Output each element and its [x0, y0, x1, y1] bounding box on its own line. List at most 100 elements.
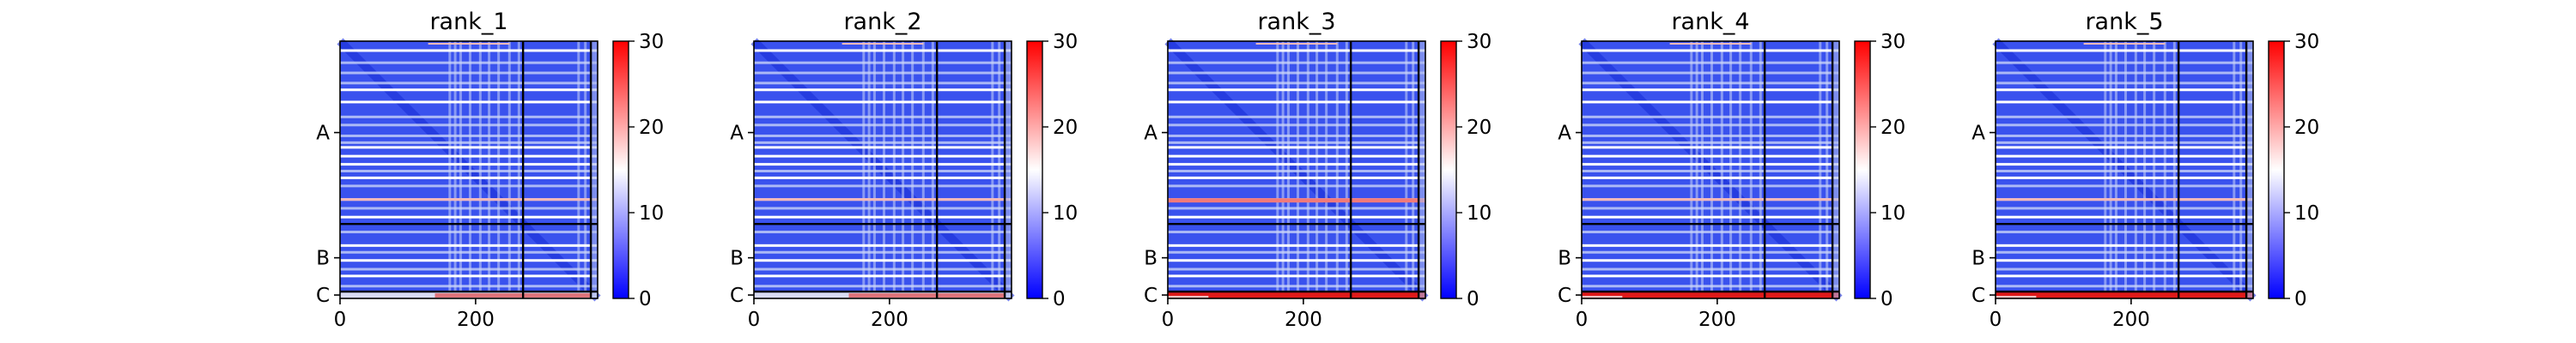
heatmap-row-band	[1168, 250, 1425, 254]
heatmap-row-band	[1582, 184, 1839, 188]
heatmap-top-band	[1255, 43, 1338, 45]
y-chain-label: B	[1971, 248, 1985, 270]
heatmap-row-band	[340, 61, 598, 64]
panel-title: rank_1	[429, 9, 507, 35]
y-chain-label: A	[1144, 123, 1157, 145]
x-tick-label: 200	[457, 309, 495, 331]
heatmap-row-band	[754, 170, 1012, 172]
panel-title: rank_2	[843, 9, 921, 35]
heatmap-row-band	[1996, 215, 2253, 219]
colorbar-tick-label: 0	[1053, 288, 1066, 310]
heatmap-top-band	[428, 43, 510, 45]
heatmap-row-band	[1582, 115, 1839, 118]
heatmap-row-band	[1996, 244, 2253, 247]
heatmap-row-band	[1996, 141, 2253, 144]
heatmap-chain-c-cols	[2246, 41, 2253, 298]
heatmap-row-band	[1582, 170, 1839, 172]
heatmap-row-band	[1168, 176, 1425, 179]
heatmap-row-band	[340, 146, 598, 149]
heatmap-row-band	[340, 141, 598, 144]
heatmap-row-band	[1582, 215, 1839, 219]
heatmap-row-band	[754, 215, 1012, 219]
heatmap-row-band	[340, 123, 598, 127]
heatmap-row-band	[1582, 285, 1839, 288]
heatmap-row-band	[1996, 49, 2253, 52]
y-chain-label: C	[1971, 285, 1985, 307]
axes-frame	[1995, 40, 2254, 299]
y-chain-label: A	[1971, 123, 1985, 145]
heatmap-row-band	[754, 176, 1012, 179]
heatmap-row-band	[754, 163, 1012, 166]
heatmap-row-band	[1582, 71, 1839, 75]
heatmap-row-band	[1168, 244, 1425, 247]
heatmap-high-error-band	[1168, 198, 1425, 203]
heatmap-row-band	[1996, 184, 2253, 188]
heatmap-chain-c-rows-light	[1168, 296, 1209, 298]
heatmap-row-band	[1168, 215, 1425, 219]
heatmap-chain-c-rows-red	[848, 293, 1005, 298]
heatmap-row-band	[340, 231, 598, 234]
heatmap-row-band	[1996, 176, 2253, 179]
colorbar-tick-label: 20	[639, 117, 664, 139]
x-tick-label: 0	[1162, 309, 1175, 331]
colorbar-tick-label: 20	[1467, 117, 1492, 139]
axes-frame	[1581, 40, 1840, 299]
x-tick-label: 0	[1576, 309, 1589, 331]
heatmap-row-band	[340, 184, 598, 188]
heatmap-row-band	[340, 49, 598, 52]
panel-title: rank_3	[1257, 9, 1335, 35]
colorbar-tick-label: 30	[1467, 31, 1492, 53]
heatmap-row-band	[754, 207, 1012, 210]
heatmap-row-band	[1168, 259, 1425, 262]
heatmap-row-band	[340, 170, 598, 172]
heatmap-row-band	[1168, 71, 1425, 75]
heatmap-row-band	[1168, 49, 1425, 52]
heatmap-row-band	[754, 49, 1012, 52]
y-chain-label: B	[730, 248, 744, 270]
heatmap-high-error-band	[340, 198, 598, 202]
heatmap-row-band	[1168, 184, 1425, 188]
colorbar-tick-label: 0	[1467, 288, 1479, 310]
heatmap-row-band	[754, 184, 1012, 188]
heatmap-row-band	[754, 81, 1012, 85]
colorbar-tick-label: 0	[639, 288, 652, 310]
x-tick-label: 0	[1990, 309, 2002, 331]
heatmap-cells	[1578, 38, 1843, 302]
heatmap-row-band	[1582, 154, 1839, 158]
heatmap-row-band	[1168, 163, 1425, 166]
heatmap-row-band	[1168, 81, 1425, 85]
heatmap-row-band	[1996, 123, 2253, 127]
heatmap-row-band	[340, 259, 598, 262]
heatmap-row-band	[754, 285, 1012, 288]
heatmap-row-band	[1168, 88, 1425, 92]
heatmap-row-band	[340, 163, 598, 166]
heatmap-row-band	[1582, 88, 1839, 92]
heatmap-row-band	[754, 146, 1012, 149]
heatmap-chain-c-rows	[1996, 292, 2253, 298]
heatmap-row-band	[1582, 268, 1839, 271]
heatmap-row-band	[1996, 250, 2253, 254]
colorbar	[1440, 40, 1457, 299]
colorbar-tick-label: 10	[1053, 202, 1078, 225]
heatmap-row-band	[1582, 274, 1839, 278]
colorbar-tick-label: 30	[639, 31, 664, 53]
heatmap-row-band	[1582, 141, 1839, 144]
x-tick-label: 200	[1698, 309, 1736, 331]
colorbar-tick-label: 20	[2294, 117, 2319, 139]
heatmap-row-band	[1996, 207, 2253, 210]
y-chain-label: C	[730, 285, 744, 307]
colorbar-tick-label: 30	[1053, 31, 1078, 53]
heatmap-row-band	[340, 244, 598, 247]
colorbar	[2268, 40, 2285, 299]
heatmap-row-band	[1582, 231, 1839, 234]
heatmap-top-band	[1669, 43, 1752, 45]
heatmap-row-band	[340, 100, 598, 104]
heatmap-row-band	[1996, 61, 2253, 64]
colorbar-tick-label: 30	[2294, 31, 2319, 53]
heatmap-row-band	[340, 115, 598, 118]
